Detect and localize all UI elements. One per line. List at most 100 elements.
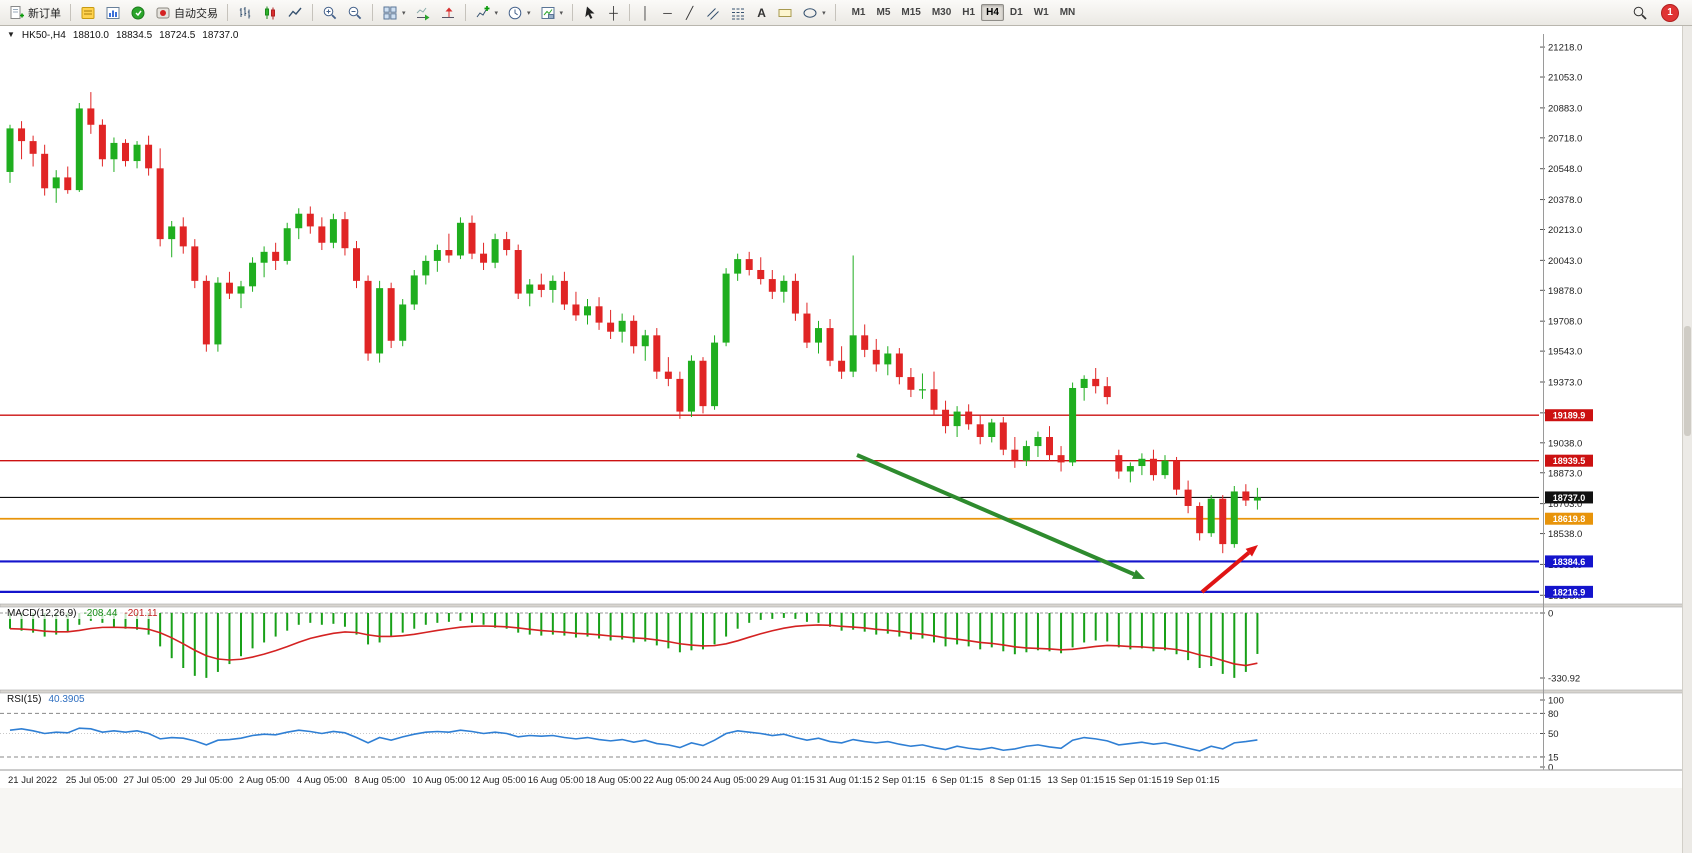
candle [1034,436,1042,447]
candle [341,219,349,249]
line-chart-style-icon [288,7,302,17]
crosshair-button[interactable]: ┼ [603,1,624,24]
candle [895,353,903,378]
candle [584,306,591,316]
templates-button[interactable]: ▾ [536,1,568,24]
crosshair-icon: ┼ [609,5,618,20]
chart-window-button[interactable] [101,1,125,24]
candle [387,288,395,341]
candle [410,275,418,305]
pane-splitter[interactable] [0,603,1692,608]
price-level-badge [1545,454,1593,467]
notification-badge[interactable]: 1 [1661,3,1679,22]
trend-arrow-down[interactable] [856,453,1135,577]
tile-windows-icon [383,6,397,19]
candle [237,286,245,294]
candle [98,124,106,160]
timeframe-mn-button[interactable]: MN [1059,7,1076,18]
candle [537,284,545,290]
scrollbar-thumb[interactable] [1684,326,1691,436]
timeframe-d1-button[interactable]: D1 [1009,7,1023,18]
candle [815,328,822,343]
candle [514,250,522,294]
timeframe-w1-button[interactable]: W1 [1033,7,1049,18]
horizontal-line-tool-button[interactable]: ─ [657,1,678,24]
time-axis-label: 8 Aug 05:00 [355,775,406,786]
vertical-line-icon: │ [641,5,650,20]
candle [1011,449,1019,461]
time-axis-label: 29 Jul 05:00 [181,775,233,786]
time-axis-label: 4 Aug 05:00 [297,775,348,786]
timeframe-h1-button[interactable]: H1 [962,7,976,18]
text-tool-button[interactable]: A [751,1,772,24]
candle [272,251,280,261]
rsi-indicator-name: RSI(15) [7,694,42,705]
channel-tool-button[interactable] [701,1,725,24]
timeframe-m1-button[interactable]: M1 [851,7,866,18]
line-chart-style-button[interactable] [283,1,307,24]
new-order-button[interactable]: 新订单 [5,1,65,24]
zoom-out-button[interactable] [343,1,367,24]
macd-signal-line [9,624,1258,667]
timeframe-m5-button[interactable]: M5 [876,7,891,18]
macd-axis-label: 0 [1548,609,1553,620]
caret-icon: ▾ [822,9,826,17]
indicators-button[interactable]: ▾ [471,1,503,24]
bar-chart-style-button[interactable] [233,1,257,24]
timeframe-h4-button[interactable]: H4 [981,4,1004,21]
candle [1184,489,1192,506]
shapes-tool-button[interactable]: ▾ [798,1,830,24]
price-level-badge [1545,491,1593,504]
candle [353,248,360,281]
candle [687,360,695,412]
expert-advisors-icon [131,6,145,19]
candle [1196,505,1204,534]
price-axis-label: 19543.0 [1548,347,1582,358]
chart-window[interactable]: 21218.0 21053.0 20883.0 20718.0 20548.0 20378… [0,26,1692,853]
vertical-scrollbar[interactable] [1682,26,1692,853]
auto-scroll-button[interactable] [411,1,435,24]
trendline-tool-button[interactable]: ╱ [679,1,700,24]
vertical-line-tool-button[interactable]: │ [635,1,656,24]
channel-icon [707,7,719,20]
zoom-in-button[interactable] [318,1,342,24]
time-axis-label: 31 Aug 01:15 [817,775,873,786]
candle [202,280,210,345]
chart-canvas[interactable]: 21218.0 21053.0 20883.0 20718.0 20548.0 20378… [0,26,1692,853]
candle [676,378,684,412]
time-axis-label: 12 Aug 05:00 [470,775,526,786]
pane-splitter[interactable] [0,689,1692,694]
new-order-label: 新订单 [28,7,61,20]
toolbar-separator [70,4,71,21]
price-axis-label: 19708.0 [1548,317,1582,328]
candle [1173,460,1181,490]
tile-windows-button[interactable]: ▾ [378,1,410,24]
chart-shift-button[interactable] [436,1,460,24]
price-level-badge-label: 18939.5 [1553,456,1586,466]
rsi-axis-label: 100 [1548,696,1564,707]
candlestick-style-button[interactable] [258,1,282,24]
search-button[interactable] [1628,1,1652,24]
candle [653,335,661,372]
candle [456,222,464,256]
breakout-arrow-up[interactable] [1200,551,1251,594]
timeframe-m30-button[interactable]: M30 [931,7,952,18]
label-tool-button[interactable] [773,1,797,24]
candle [734,259,742,274]
chart-ohlc-header: ▼ HK50-,H4 18810.0 18834.5 18724.5 18737… [7,30,238,41]
timeframe-m15-button[interactable]: M15 [901,7,921,18]
time-axis-label: 15 Sep 01:15 [1105,775,1162,786]
expert-advisors-button[interactable] [126,1,150,24]
price-axis-label: 21218.0 [1548,43,1582,54]
cursor-button[interactable] [578,1,602,24]
candle [1138,458,1146,467]
candle [18,128,26,142]
fibonacci-tool-button[interactable] [726,1,750,24]
toolbar-separator [372,4,373,21]
metaeditor-button[interactable] [76,1,100,24]
autotrading-button[interactable]: 自动交易 [151,1,222,24]
periods-button[interactable]: ▾ [503,1,535,24]
symbol-dropdown-icon[interactable]: ▼ [7,30,15,39]
candle [1103,386,1111,398]
time-axis-label: 27 Jul 05:00 [124,775,176,786]
